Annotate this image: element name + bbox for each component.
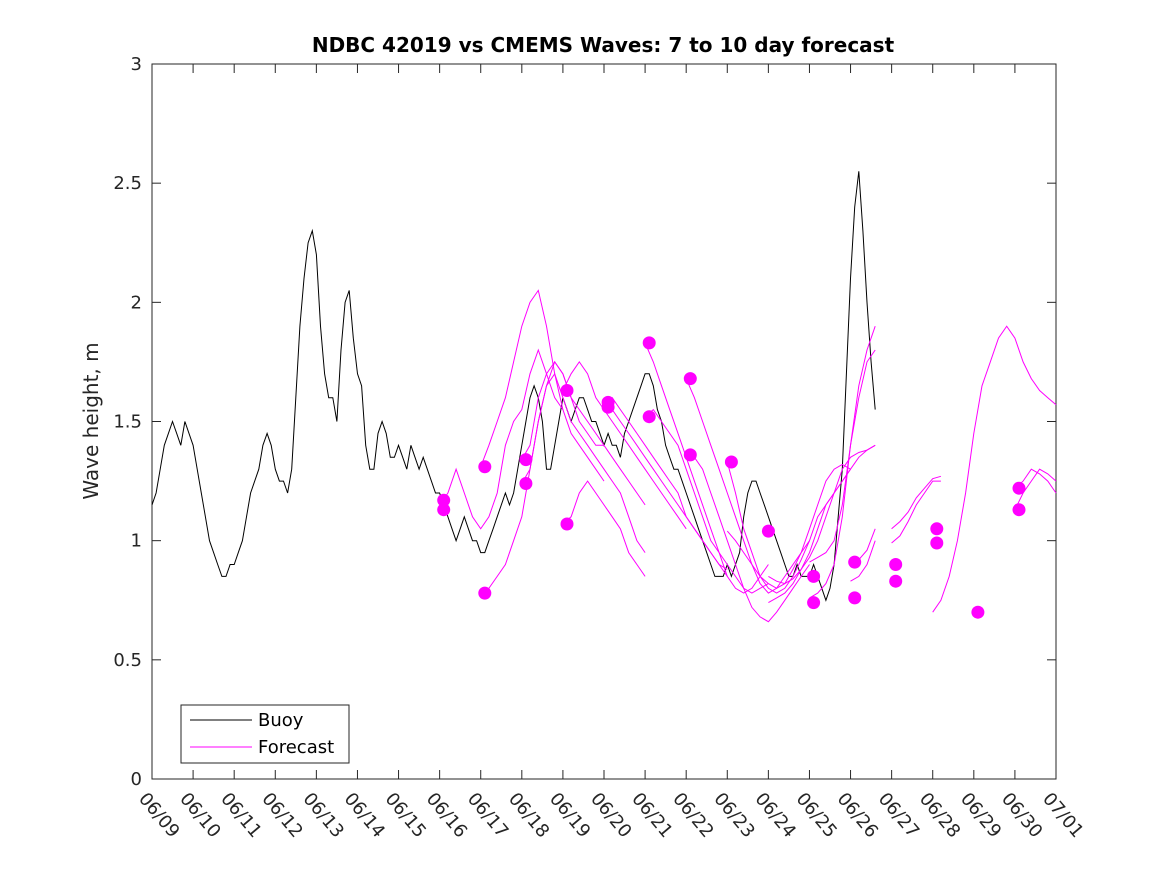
y-axis-title: Wave height, m bbox=[79, 342, 103, 499]
forecast-marker bbox=[437, 493, 451, 507]
x-tick-label: 06/23 bbox=[709, 789, 758, 842]
forecast-marker bbox=[683, 448, 697, 462]
forecast-marker bbox=[889, 558, 903, 571]
x-tick-label: 06/30 bbox=[997, 789, 1046, 842]
legend-label-forecast: Forecast bbox=[258, 737, 334, 758]
x-tick-label: 06/16 bbox=[422, 789, 471, 842]
x-tick-label: 06/17 bbox=[463, 789, 512, 842]
forecast-marker bbox=[560, 384, 574, 397]
y-tick-label: 2 bbox=[131, 292, 142, 313]
forecast-marker bbox=[642, 410, 656, 424]
forecast-marker bbox=[478, 586, 492, 600]
x-tick-label: 06/24 bbox=[751, 789, 800, 842]
forecast-marker bbox=[889, 574, 903, 588]
plot-area bbox=[151, 63, 1057, 780]
x-tick-label: 06/14 bbox=[340, 789, 389, 842]
forecast-marker bbox=[437, 503, 451, 517]
forecast-marker bbox=[971, 605, 985, 619]
forecast-marker bbox=[1012, 503, 1026, 517]
forecast-marker bbox=[761, 524, 775, 538]
series-line-forecast bbox=[644, 342, 769, 594]
x-tick-label: 06/12 bbox=[257, 789, 306, 842]
y-tick-label: 0 bbox=[131, 769, 142, 790]
series-line-forecast bbox=[685, 378, 810, 594]
series-line-forecast bbox=[521, 372, 646, 553]
forecast-marker bbox=[807, 596, 821, 610]
forecast-marker bbox=[848, 555, 862, 569]
series-line-forecast bbox=[891, 480, 941, 544]
x-tick-label: 06/29 bbox=[956, 789, 1005, 842]
x-tick-label: 06/21 bbox=[627, 789, 676, 842]
series-line-forecast bbox=[768, 444, 876, 604]
forecast-marker bbox=[601, 400, 615, 414]
x-tick-label: 07/01 bbox=[1038, 789, 1087, 842]
chart-title: NDBC 42019 vs CMEMS Waves: 7 to 10 day f… bbox=[312, 33, 895, 57]
forecast-marker bbox=[642, 336, 656, 350]
forecast-marker bbox=[519, 453, 533, 467]
forecast-marker bbox=[683, 372, 697, 386]
series-line-forecast bbox=[603, 397, 728, 570]
series-line-buoy bbox=[151, 171, 876, 602]
x-tick-label: 06/27 bbox=[874, 789, 923, 842]
legend-box bbox=[180, 704, 350, 764]
x-tick-label: 06/19 bbox=[545, 789, 594, 842]
x-tick-label: 06/28 bbox=[915, 789, 964, 842]
x-tick-label: 06/15 bbox=[381, 789, 430, 842]
series-line-forecast bbox=[1014, 468, 1057, 494]
series-line-forecast bbox=[521, 361, 646, 506]
legend: Buoy Forecast bbox=[180, 704, 350, 764]
series-line-forecast bbox=[1014, 468, 1057, 510]
forecast-marker bbox=[807, 569, 821, 583]
x-tick-label: 06/22 bbox=[668, 789, 717, 842]
series-line-forecast bbox=[891, 475, 942, 530]
series-line-forecast bbox=[809, 349, 876, 563]
series-line-forecast bbox=[850, 540, 876, 582]
series-line-forecast bbox=[480, 289, 605, 482]
series-line-forecast bbox=[686, 454, 810, 623]
y-tick-label: 1.5 bbox=[113, 412, 142, 433]
forecast-marker bbox=[1012, 481, 1026, 495]
x-tick-label: 06/13 bbox=[299, 789, 348, 842]
series-line-forecast bbox=[726, 463, 851, 589]
x-tick-label: 06/25 bbox=[792, 789, 841, 842]
series-line-forecast bbox=[932, 325, 1057, 613]
x-tick-label: 06/10 bbox=[175, 789, 224, 842]
x-tick-label: 06/18 bbox=[504, 789, 553, 842]
series-line-forecast bbox=[809, 326, 876, 599]
series-line-forecast bbox=[768, 444, 876, 585]
x-tick-label: 06/26 bbox=[833, 789, 882, 842]
forecast-marker bbox=[478, 460, 492, 474]
legend-label-buoy: Buoy bbox=[258, 710, 304, 731]
y-tick-label: 1 bbox=[131, 531, 142, 552]
forecast-marker bbox=[560, 517, 574, 531]
y-tick-label: 3 bbox=[131, 54, 142, 75]
forecast-marker bbox=[930, 536, 944, 550]
forecast-marker bbox=[930, 522, 944, 536]
forecast-marker bbox=[848, 591, 862, 605]
forecast-marker bbox=[519, 477, 533, 490]
series-line-forecast bbox=[562, 480, 646, 577]
x-tick-label: 06/11 bbox=[216, 789, 265, 842]
series-line-forecast bbox=[439, 348, 564, 530]
x-tick-label: 06/20 bbox=[586, 789, 635, 842]
series-line-forecast bbox=[562, 361, 687, 530]
x-tick-label: 06/09 bbox=[134, 789, 183, 842]
y-tick-label: 2.5 bbox=[113, 173, 142, 194]
y-tick-label: 0.5 bbox=[113, 650, 142, 671]
forecast-marker bbox=[724, 455, 738, 469]
